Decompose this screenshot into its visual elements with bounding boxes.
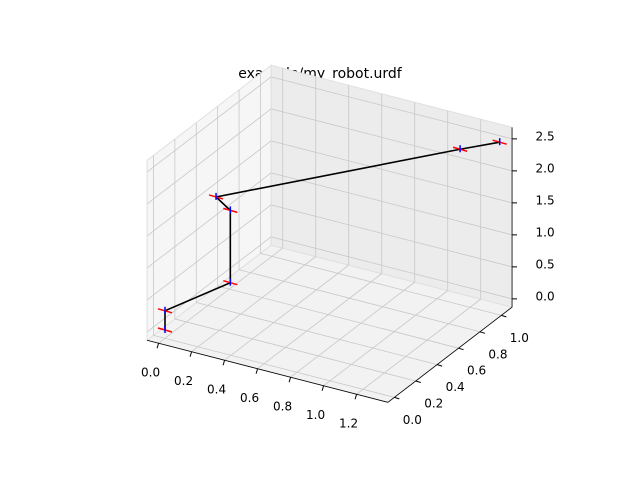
grid-line (158, 247, 283, 344)
grid-line (257, 273, 382, 370)
y-tick-label: 0.2 (424, 396, 443, 410)
grid-line (271, 204, 513, 268)
x-tick-label: 0.4 (207, 383, 226, 397)
grid-line (146, 108, 272, 205)
tick-mark (288, 377, 292, 383)
grid-line (146, 140, 272, 237)
tick-mark (501, 314, 507, 318)
grid-line (146, 236, 272, 333)
y-tick-label: 1.0 (510, 331, 529, 345)
z-tick-label: 1.0 (536, 225, 555, 239)
x-tick-label: 0.8 (273, 400, 292, 414)
grid-line (153, 334, 395, 398)
x-tick-label: 1.0 (306, 408, 325, 422)
tick-mark (189, 351, 193, 357)
grid-line (196, 302, 438, 365)
tick-mark (255, 368, 259, 374)
x-tick-label: 0.0 (141, 366, 160, 380)
tick-mark (479, 331, 486, 334)
grid-line (146, 204, 272, 301)
x-tick-label: 1.2 (339, 417, 358, 431)
tick-mark (458, 347, 464, 351)
z-tick-label: 2.5 (536, 129, 555, 143)
tick-mark (156, 343, 160, 349)
z-tick-label: 2.0 (536, 161, 555, 175)
y-tick-label: 0.8 (488, 347, 507, 361)
grid-line (356, 298, 481, 395)
z-tick-label: 1.5 (536, 193, 555, 207)
grid-line (271, 236, 513, 300)
grid-line (238, 269, 481, 333)
y-tick-label: 0.6 (467, 364, 486, 378)
grid-line (146, 172, 272, 269)
grid-line (271, 172, 513, 236)
grid-line (224, 264, 349, 361)
y-tick-label: 0.0 (403, 413, 422, 427)
grid-line (260, 252, 502, 316)
tick-mark (437, 364, 443, 367)
tick-mark (394, 396, 400, 400)
tick-mark (321, 385, 325, 391)
grid-line (271, 108, 513, 172)
y-axis-line (387, 306, 513, 403)
grid-line (174, 318, 416, 382)
grid-line (217, 285, 459, 349)
grid-line (146, 76, 272, 173)
z-tick-label: 0.5 (536, 257, 555, 271)
tick-mark (222, 360, 226, 366)
x-axis-line (146, 339, 389, 403)
x-tick-label: 0.6 (240, 391, 259, 405)
y-tick-label: 0.4 (446, 380, 465, 394)
tick-mark (354, 394, 358, 400)
grid-line (271, 76, 513, 140)
z-tick-label: 0.0 (536, 289, 555, 303)
x-tick-label: 0.2 (174, 374, 193, 388)
grid-line (271, 140, 513, 204)
grid-line (323, 290, 448, 387)
grid-line (191, 256, 316, 353)
tick-mark (415, 380, 421, 383)
grid-line (290, 281, 415, 378)
